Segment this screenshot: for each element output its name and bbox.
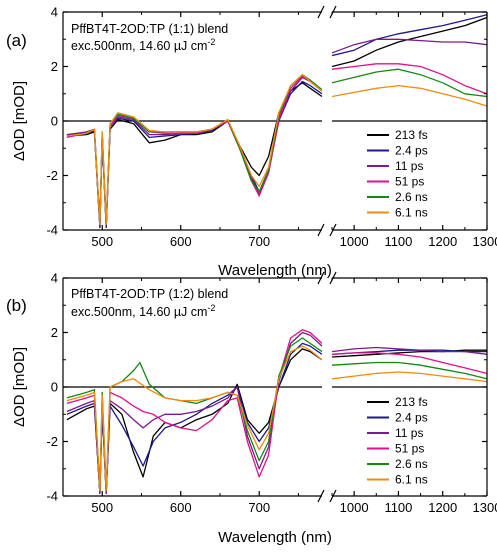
x-tick-label: 600 xyxy=(170,500,192,515)
annotation-line-2: exc.500nm, 14.60 µJ cm-2 xyxy=(71,37,215,53)
x-tick-label: 500 xyxy=(91,500,113,515)
legend-label: 11 ps xyxy=(395,159,423,173)
y-tick-label: 4 xyxy=(51,5,58,20)
x-tick-label: 1000 xyxy=(340,500,369,515)
annotation-superscript: -2 xyxy=(207,303,215,313)
legend-label: 6.1 ns xyxy=(395,206,428,220)
x-tick-label: 500 xyxy=(91,234,113,249)
x-axis-title: Wavelength (nm) xyxy=(218,529,332,546)
legend-label: 2.6 ns xyxy=(395,457,428,471)
annotation-line-1: PffBT4T-2OD:TP (1:1) blend xyxy=(71,22,228,36)
series-line-nir xyxy=(332,68,487,98)
legend-label: 51 ps xyxy=(395,442,424,456)
axis-break-mark xyxy=(317,489,325,503)
annotation-text: exc.500nm, 14.60 µJ cm xyxy=(71,39,207,53)
x-tick-label: 1300 xyxy=(473,234,497,249)
y-tick-label: 0 xyxy=(51,380,58,395)
annotation-line-2: exc.500nm, 14.60 µJ cm-2 xyxy=(71,303,215,319)
panel-label: (a) xyxy=(6,31,27,50)
axis-break-mark xyxy=(317,223,325,237)
y-tick-label: 2 xyxy=(51,325,58,340)
axis-break-mark xyxy=(329,489,337,503)
y-tick-label: -2 xyxy=(46,434,58,449)
y-tick-label: 4 xyxy=(51,271,58,286)
legend-label: 2.4 ps xyxy=(395,144,428,158)
y-tick-label: 0 xyxy=(51,114,58,129)
legend-label: 6.1 ns xyxy=(395,473,428,487)
series-line-nir xyxy=(332,38,487,54)
axis-break-mark xyxy=(329,271,337,285)
series-line-nir xyxy=(332,352,487,375)
y-axis-title: ΔOD [mOD] xyxy=(11,81,28,161)
series-line-visible xyxy=(66,345,322,492)
x-tick-label: 1100 xyxy=(384,500,412,515)
series-line-nir xyxy=(332,16,487,68)
x-tick-label: 700 xyxy=(248,500,270,515)
legend-label: 51 ps xyxy=(395,175,424,189)
legend-label: 213 fs xyxy=(395,395,428,409)
legend-label: 2.4 ps xyxy=(395,411,428,425)
y-tick-label: 2 xyxy=(51,59,58,74)
series-line-nir xyxy=(332,361,487,380)
annotation-line-1: PffBT4T-2OD:TP (1:2) blend xyxy=(71,287,228,301)
series-line-nir xyxy=(332,63,487,95)
annotation-text: exc.500nm, 14.60 µJ cm xyxy=(71,305,207,319)
x-tick-label: 700 xyxy=(248,234,270,249)
axis-break-mark xyxy=(317,271,325,285)
x-tick-label: 1200 xyxy=(428,500,457,515)
y-tick-label: -4 xyxy=(46,489,58,504)
legend-label: 213 fs xyxy=(395,128,428,142)
series-line-nir xyxy=(332,346,487,355)
annotation-superscript: -2 xyxy=(207,37,215,47)
x-tick-label: 1300 xyxy=(473,500,497,515)
axis-break-mark xyxy=(317,5,325,19)
axis-break-mark xyxy=(329,223,337,237)
y-axis-title: ΔOD [mOD] xyxy=(11,347,28,427)
x-tick-label: 1100 xyxy=(384,234,412,249)
axis-break-mark xyxy=(329,5,337,19)
x-axis-title: Wavelength (nm) xyxy=(218,262,332,279)
series-line-nir xyxy=(332,371,487,383)
series-line-nir xyxy=(332,14,487,57)
y-tick-label: -4 xyxy=(46,223,58,238)
x-tick-label: 1200 xyxy=(428,234,457,249)
x-tick-label: 1000 xyxy=(340,234,369,249)
panel-label: (b) xyxy=(6,296,27,315)
x-tick-label: 600 xyxy=(170,234,192,249)
series-line-nir xyxy=(332,84,487,107)
y-tick-label: -2 xyxy=(46,168,58,183)
series-line-visible xyxy=(66,74,322,226)
series-line-nir xyxy=(332,349,487,358)
legend-label: 11 ps xyxy=(395,426,423,440)
legend-label: 2.6 ns xyxy=(395,190,428,204)
